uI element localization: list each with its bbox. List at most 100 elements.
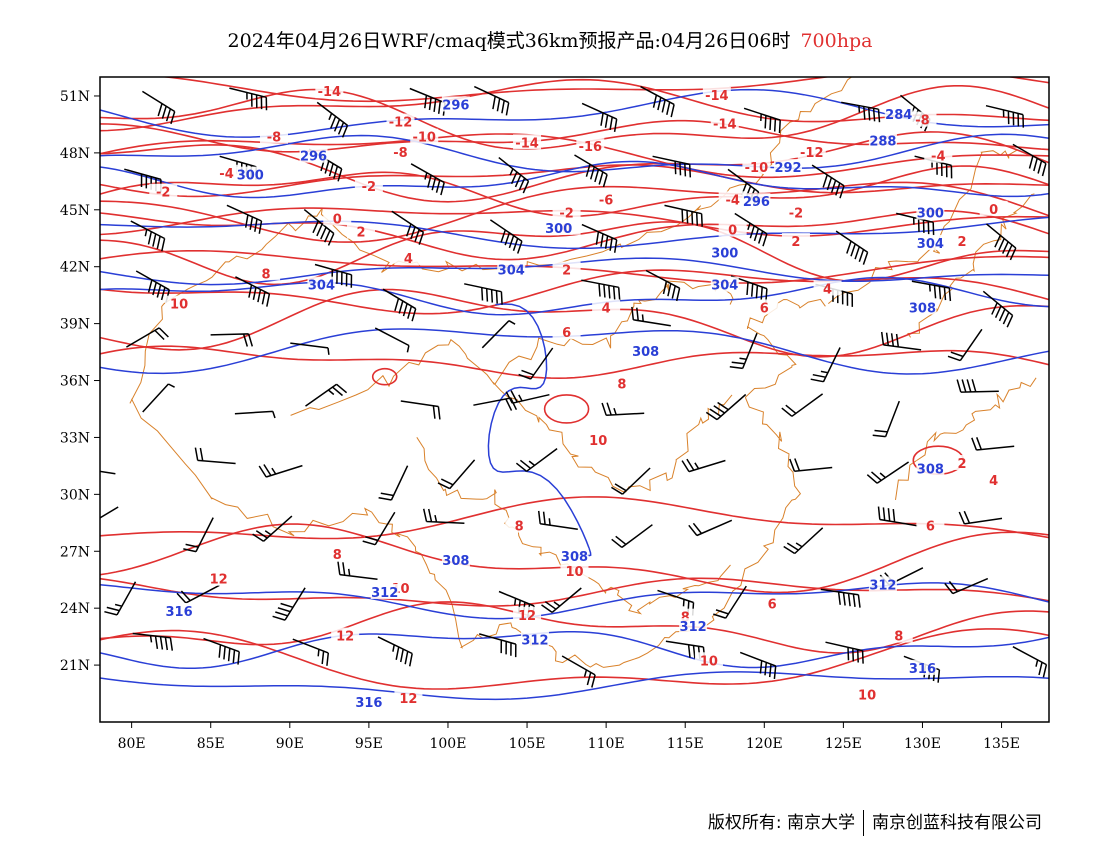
lat-tick-label: 21N xyxy=(60,658,90,674)
contour-label: 2 xyxy=(957,457,966,472)
contour-label-bg xyxy=(513,134,542,150)
wind-barb xyxy=(730,275,768,302)
wind-barb xyxy=(362,511,396,546)
lon-tick-label: 105E xyxy=(509,736,546,752)
contour-label: 300 xyxy=(711,246,738,261)
contour-label-bg xyxy=(165,602,194,618)
wind-barb xyxy=(183,517,214,553)
contour-label: -12 xyxy=(389,116,413,131)
contour-label-bg xyxy=(212,164,241,180)
contour-label-bg xyxy=(299,147,328,163)
contour-label-bg xyxy=(354,178,383,194)
wind-barb xyxy=(126,327,169,348)
wind-barb xyxy=(688,519,733,537)
contour-label-bg xyxy=(948,455,977,470)
wind-barb xyxy=(985,104,1025,128)
lat-tick-label: 45N xyxy=(60,203,90,219)
contour-label: -8 xyxy=(915,114,929,129)
contour-label-bg xyxy=(259,128,288,144)
wind-barb xyxy=(810,347,841,383)
contour-label: -16 xyxy=(579,140,603,155)
wind-barb xyxy=(537,510,578,531)
contour-label: 308 xyxy=(632,345,659,360)
footer-divider xyxy=(863,810,864,836)
contour-label-bg xyxy=(331,627,360,643)
wind-barb xyxy=(1012,646,1048,678)
contour-label-bg xyxy=(908,659,937,675)
wind-barb xyxy=(541,587,582,614)
contour-label-bg xyxy=(386,143,415,159)
contour-label: -12 xyxy=(800,146,824,161)
contour-label-bg xyxy=(513,606,542,622)
wind-barb xyxy=(305,383,348,407)
contour-label-bg xyxy=(781,233,810,249)
contour-label: 312 xyxy=(521,633,548,648)
contour-label-bg xyxy=(497,261,526,277)
wind-barb xyxy=(314,263,353,288)
contour-label: 316 xyxy=(355,696,382,711)
contour-label: 308 xyxy=(561,550,588,565)
contour-label-bg xyxy=(394,250,423,266)
temperature-contours xyxy=(100,77,1049,690)
contour-label-bg xyxy=(204,570,233,586)
contour-label: -2 xyxy=(559,207,573,222)
wind-barb xyxy=(142,383,175,413)
contour-label-bg xyxy=(584,432,613,448)
contour-label-bg xyxy=(346,223,375,239)
wind-barb xyxy=(316,101,349,138)
contour-label-bg xyxy=(323,546,352,562)
contour-label-bg xyxy=(315,83,344,99)
isotherm-line xyxy=(100,133,1049,179)
wind-barb xyxy=(866,461,910,484)
contour-label-bg xyxy=(631,343,660,359)
contour-label: 300 xyxy=(237,169,264,184)
contour-label: 308 xyxy=(909,301,936,316)
contour-label-bg xyxy=(505,517,534,533)
contour-label-bg xyxy=(948,233,977,249)
lat-tick-label: 36N xyxy=(60,374,90,390)
wind-barb xyxy=(235,276,271,307)
chart-title: 2024年04月26日WRF/cmaq模式36km预报产品:04月26日06时 7… xyxy=(0,26,1100,53)
contour-label: 296 xyxy=(300,150,327,165)
height-contour-line xyxy=(100,276,1049,316)
contour-label-bg xyxy=(868,576,897,592)
wind-barb xyxy=(473,397,518,411)
height-contour-line xyxy=(100,671,1049,701)
wind-barb xyxy=(789,458,833,472)
wind-barb xyxy=(132,632,174,651)
height-contour-line xyxy=(100,160,1049,199)
wind-barb xyxy=(841,101,881,123)
contour-label: -10 xyxy=(412,131,436,146)
wind-barb xyxy=(581,279,621,301)
wind-barb xyxy=(337,561,378,580)
contour-label: 304 xyxy=(711,279,738,294)
wind-barb xyxy=(226,204,263,234)
contour-label: 4 xyxy=(989,474,998,489)
contour-label-bg xyxy=(710,115,739,131)
contour-label: -4 xyxy=(725,193,739,208)
contour-label: 2 xyxy=(562,264,571,279)
contour-label-bg xyxy=(750,299,779,315)
contour-label-bg xyxy=(607,375,636,391)
contour-label: -6 xyxy=(599,193,613,208)
contour-label-bg xyxy=(908,111,937,127)
wind-barb xyxy=(611,467,651,495)
contour-label: -8 xyxy=(393,146,407,161)
map-plot-area: -14-12-10-8-8-4-2-2024810-14-16-6-2-4024… xyxy=(100,77,1049,711)
contour-label: -14 xyxy=(515,136,539,151)
wind-barb xyxy=(956,379,999,393)
wind-barb xyxy=(422,508,465,524)
contour-label-bg xyxy=(979,472,1008,488)
contour-label-bg xyxy=(979,200,1008,216)
contour-label: 10 xyxy=(858,688,876,703)
contour-label: 296 xyxy=(743,195,770,210)
contour-label-bg xyxy=(592,299,621,315)
contour-label: 288 xyxy=(869,135,896,150)
lon-tick-label: 100E xyxy=(429,736,466,752)
wind-barb xyxy=(258,464,303,478)
wind-barb xyxy=(290,342,330,355)
contour-label: -2 xyxy=(362,180,376,195)
contour-label: 10 xyxy=(700,654,718,669)
wind-barb xyxy=(781,393,824,417)
wind-barb xyxy=(1012,143,1047,177)
